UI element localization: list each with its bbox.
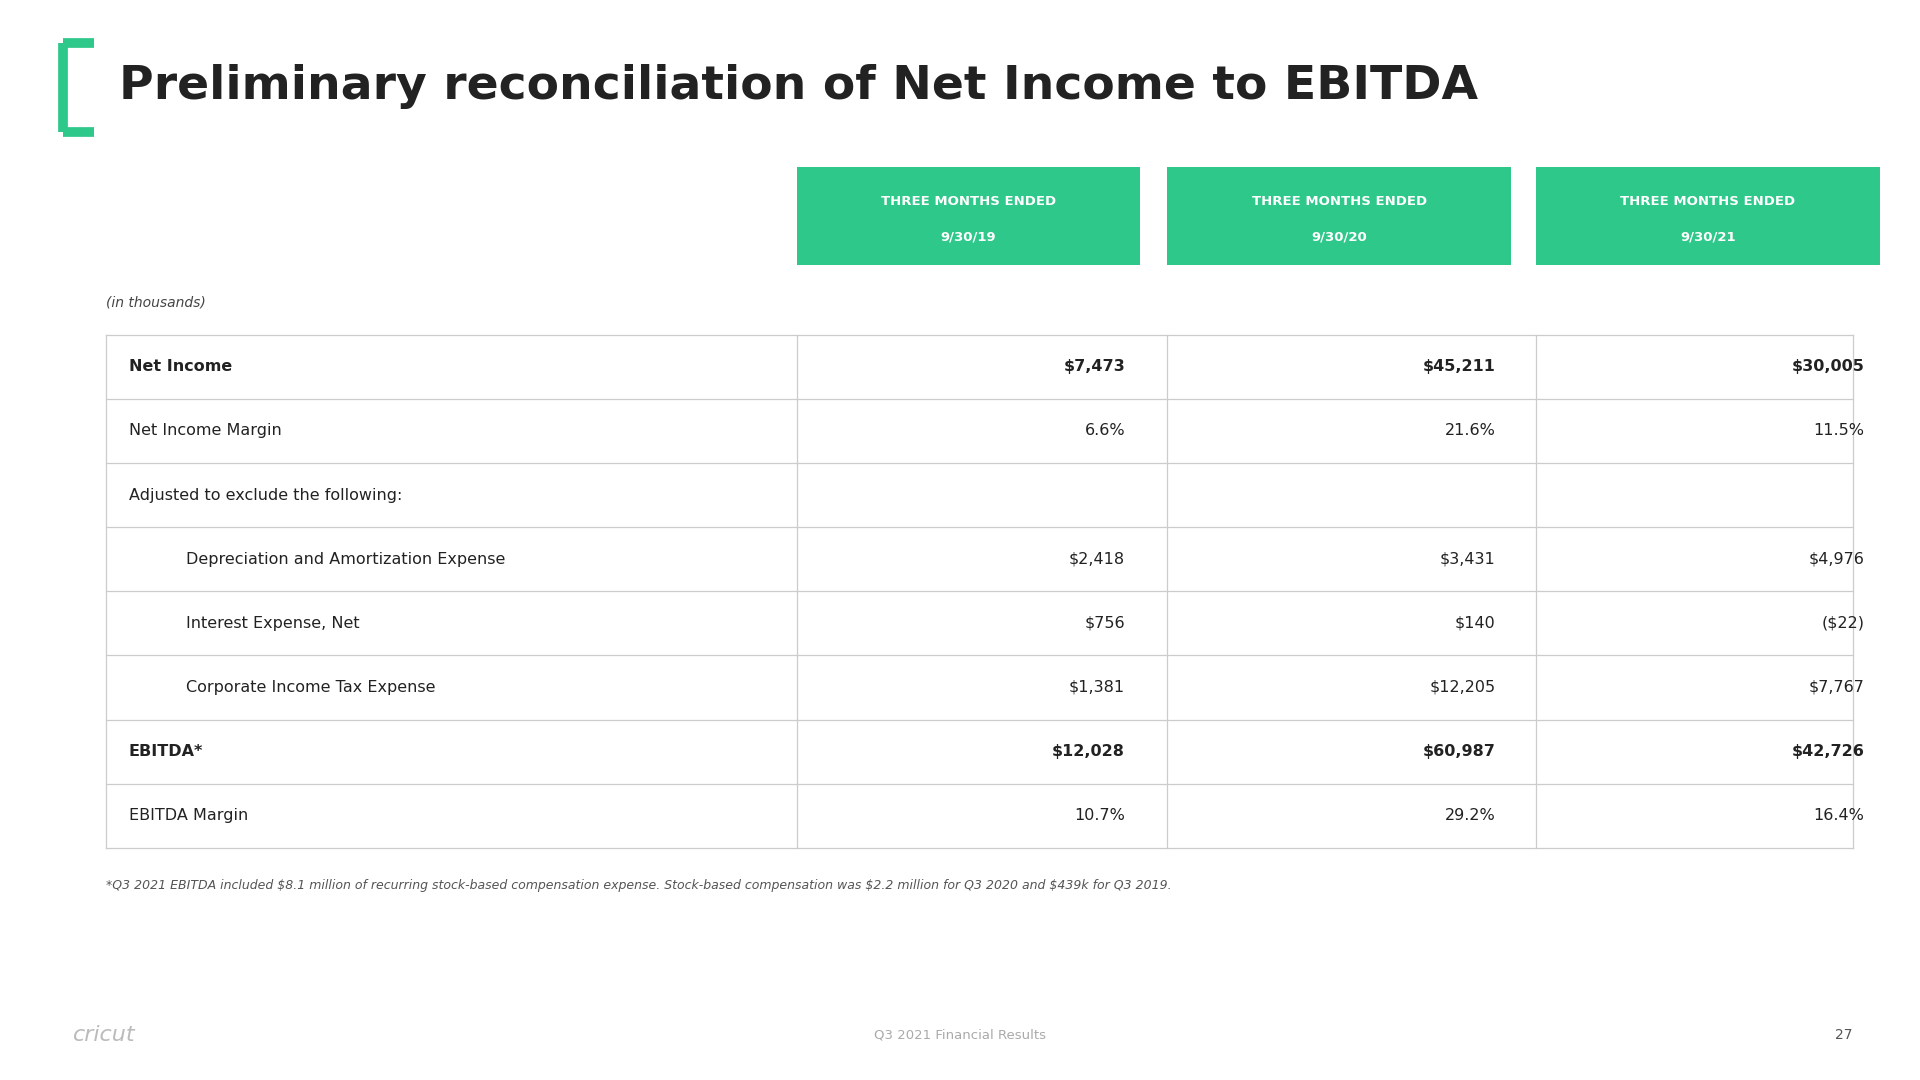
Text: THREE MONTHS ENDED: THREE MONTHS ENDED — [881, 194, 1056, 208]
Text: (in thousands): (in thousands) — [106, 296, 205, 309]
Text: 9/30/20: 9/30/20 — [1311, 231, 1367, 244]
Text: Interest Expense, Net: Interest Expense, Net — [186, 616, 359, 631]
Text: $42,726: $42,726 — [1791, 744, 1864, 759]
Text: THREE MONTHS ENDED: THREE MONTHS ENDED — [1252, 194, 1427, 208]
Text: Net Income: Net Income — [129, 360, 232, 375]
Text: 21.6%: 21.6% — [1446, 423, 1496, 438]
Text: Q3 2021 Financial Results: Q3 2021 Financial Results — [874, 1028, 1046, 1041]
Text: 11.5%: 11.5% — [1812, 423, 1864, 438]
Text: ($22): ($22) — [1822, 616, 1864, 631]
Text: $12,205: $12,205 — [1430, 680, 1496, 696]
Text: $45,211: $45,211 — [1423, 360, 1496, 375]
Text: 6.6%: 6.6% — [1085, 423, 1125, 438]
Text: $756: $756 — [1085, 616, 1125, 631]
Text: Net Income Margin: Net Income Margin — [129, 423, 282, 438]
Bar — [1536, 167, 1880, 265]
Text: 9/30/21: 9/30/21 — [1680, 231, 1736, 244]
Bar — [797, 167, 1140, 265]
Text: $12,028: $12,028 — [1052, 744, 1125, 759]
Text: $4,976: $4,976 — [1809, 552, 1864, 567]
Text: 29.2%: 29.2% — [1446, 808, 1496, 823]
Text: $7,473: $7,473 — [1064, 360, 1125, 375]
Text: 10.7%: 10.7% — [1075, 808, 1125, 823]
Text: Adjusted to exclude the following:: Adjusted to exclude the following: — [129, 487, 401, 502]
Text: $140: $140 — [1455, 616, 1496, 631]
Text: THREE MONTHS ENDED: THREE MONTHS ENDED — [1620, 194, 1795, 208]
Text: Corporate Income Tax Expense: Corporate Income Tax Expense — [186, 680, 436, 696]
Bar — [1167, 167, 1511, 265]
Text: EBITDA*: EBITDA* — [129, 744, 204, 759]
Text: cricut: cricut — [73, 1025, 136, 1044]
Text: $3,431: $3,431 — [1440, 552, 1496, 567]
Text: Depreciation and Amortization Expense: Depreciation and Amortization Expense — [186, 552, 505, 567]
Text: 27: 27 — [1836, 1028, 1853, 1041]
Text: 9/30/19: 9/30/19 — [941, 231, 996, 244]
Text: $30,005: $30,005 — [1791, 360, 1864, 375]
Text: $2,418: $2,418 — [1069, 552, 1125, 567]
Text: 16.4%: 16.4% — [1814, 808, 1864, 823]
Text: $7,767: $7,767 — [1809, 680, 1864, 696]
Text: $1,381: $1,381 — [1069, 680, 1125, 696]
Text: EBITDA Margin: EBITDA Margin — [129, 808, 248, 823]
Text: *Q3 2021 EBITDA included $8.1 million of recurring stock-based compensation expe: *Q3 2021 EBITDA included $8.1 million of… — [106, 879, 1171, 892]
Text: $60,987: $60,987 — [1423, 744, 1496, 759]
Text: Preliminary reconciliation of Net Income to EBITDA: Preliminary reconciliation of Net Income… — [119, 64, 1478, 109]
